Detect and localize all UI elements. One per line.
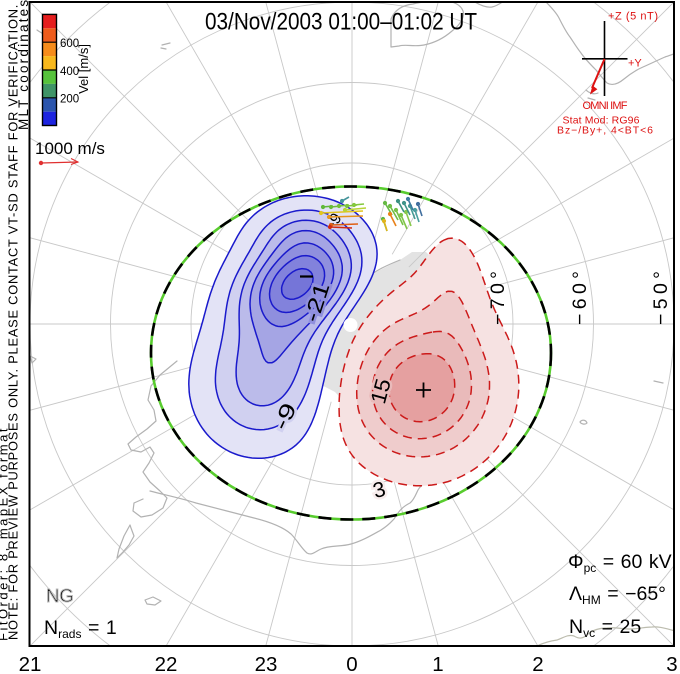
svg-text:NOTE: FOR PREVIEW PURPOSES ONL: NOTE: FOR PREVIEW PURPOSES ONLY. PLEASE … — [6, 4, 21, 640]
svg-text:+Z (5 nT): +Z (5 nT) — [608, 11, 658, 23]
svg-text:Nrads = 1: Nrads = 1 — [44, 617, 117, 641]
svg-text:600: 600 — [60, 38, 79, 50]
svg-text:1: 1 — [432, 653, 443, 674]
svg-text:23: 23 — [255, 653, 278, 674]
svg-text:1000 m/s: 1000 m/s — [35, 139, 105, 158]
svg-text:Nvc = 25: Nvc = 25 — [569, 616, 641, 640]
svg-text:Bz−/By+, 4<BT<6: Bz−/By+, 4<BT<6 — [557, 125, 653, 137]
svg-text:Φpc = 60 kV: Φpc = 60 kV — [568, 551, 672, 575]
svg-text:400: 400 — [60, 66, 79, 78]
svg-text:200: 200 — [60, 94, 79, 106]
svg-text:OMNI IMF: OMNI IMF — [583, 100, 628, 112]
svg-text:NG: NG — [46, 585, 74, 606]
svg-text:MLT coordinates: MLT coordinates — [16, 0, 31, 130]
svg-text:03/Nov/2003 01:00–01:02 UT: 03/Nov/2003 01:00–01:02 UT — [205, 9, 477, 36]
svg-text:3: 3 — [666, 653, 677, 674]
svg-text:Stat Mod: RG96: Stat Mod: RG96 — [563, 115, 640, 127]
svg-text:0: 0 — [346, 653, 357, 674]
svg-text:2: 2 — [532, 653, 543, 674]
svg-text:21: 21 — [19, 653, 42, 674]
svg-text:22: 22 — [155, 653, 178, 674]
svg-text:FitOrder: 8, mapEX format: FitOrder: 8, mapEX format — [0, 426, 11, 641]
svg-text:+Y: +Y — [628, 58, 642, 70]
svg-text:Vel [m/s]: Vel [m/s] — [76, 44, 91, 94]
